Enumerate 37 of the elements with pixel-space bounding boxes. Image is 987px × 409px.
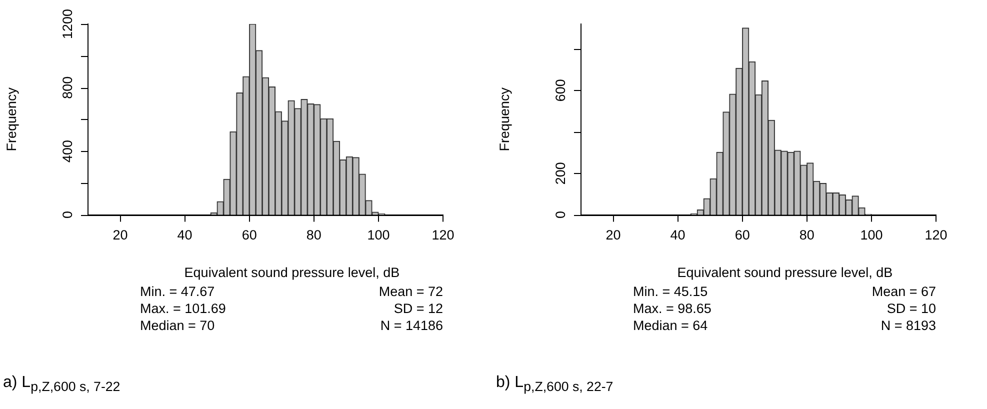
y-tick-label: 800 bbox=[60, 76, 75, 99]
x-tick-label: 100 bbox=[860, 228, 883, 243]
y-axis-title: Frequency bbox=[496, 87, 512, 152]
text: SD = 10 bbox=[886, 300, 936, 317]
x-tick-label: 100 bbox=[367, 228, 390, 243]
x-tick-label: 80 bbox=[306, 228, 322, 243]
text: N = 8193 bbox=[880, 317, 936, 334]
x-tick-label: 80 bbox=[799, 228, 814, 243]
text: SD = 12 bbox=[392, 300, 443, 317]
text: Median = 64 bbox=[633, 317, 709, 334]
y-tick-label: 0 bbox=[552, 211, 568, 219]
text: Mean = 67 bbox=[870, 283, 936, 300]
x-tick-label: 40 bbox=[177, 228, 192, 243]
text: Max. = 98.65 bbox=[633, 300, 712, 317]
x-tick-label: 60 bbox=[734, 228, 750, 243]
y-tick-label: 600 bbox=[552, 79, 568, 102]
text: N = 14186 bbox=[379, 317, 443, 334]
text: Mean = 72 bbox=[378, 283, 443, 300]
text: a) L$_{p,Z,600 s, 7-22}$ bbox=[3, 374, 120, 394]
text: Median = 70 bbox=[140, 317, 216, 334]
y-axis-title: Frequency bbox=[4, 87, 19, 152]
y-tick-label: 0 bbox=[60, 211, 75, 219]
y-tick-label: 400 bbox=[60, 140, 75, 162]
x-tick-label: 20 bbox=[112, 228, 128, 243]
x-axis-title: Equivalent sound pressure level, dB bbox=[183, 265, 401, 280]
text: b) L$_{p,Z,600 s, 22-7}$ bbox=[496, 374, 614, 394]
y-tick-label: 200 bbox=[552, 162, 568, 185]
x-axis-title: Equivalent sound pressure level, dB bbox=[676, 265, 894, 280]
text: Min. = 47.67 bbox=[140, 283, 216, 300]
x-tick-label: 60 bbox=[242, 228, 257, 243]
text: Max. = 101.69 bbox=[140, 300, 227, 317]
x-tick-label: 120 bbox=[432, 228, 454, 243]
text: Min. = 45.15 bbox=[633, 283, 709, 300]
x-tick-label: 40 bbox=[670, 228, 686, 243]
x-tick-label: 20 bbox=[606, 228, 621, 243]
y-tick-label: 1200 bbox=[60, 8, 75, 40]
x-tick-label: 120 bbox=[924, 228, 948, 243]
